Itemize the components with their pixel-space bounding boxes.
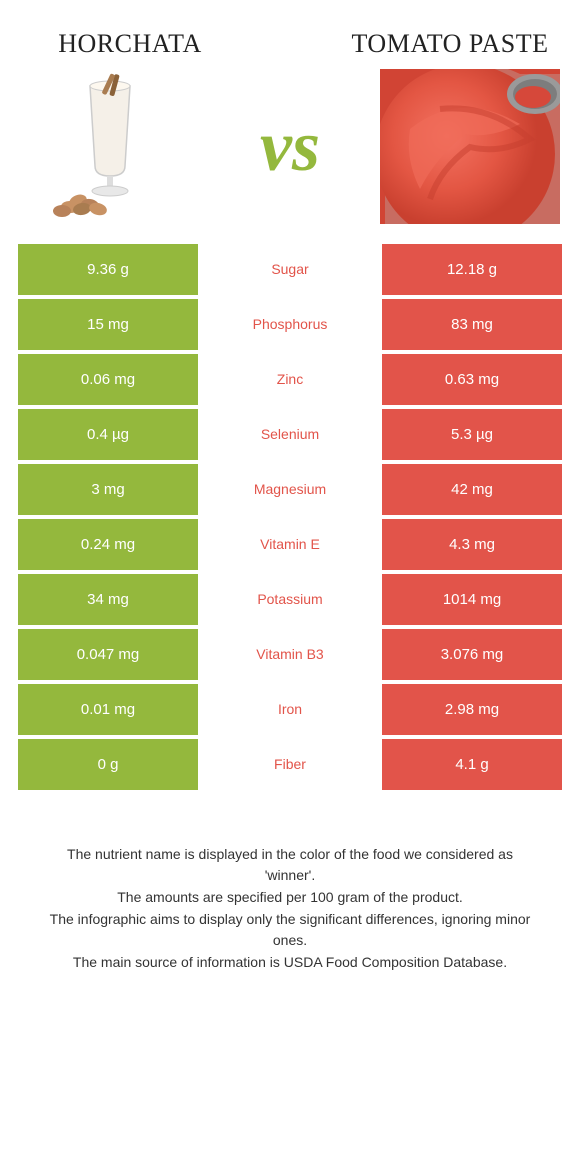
- comparison-table: 9.36 gSugar12.18 g15 mgPhosphorus83 mg0.…: [18, 244, 562, 790]
- horchata-icon: [30, 71, 190, 221]
- images-row: vs: [0, 69, 580, 244]
- nutrient-label: Fiber: [198, 739, 382, 790]
- table-row: 9.36 gSugar12.18 g: [18, 244, 562, 295]
- right-value: 3.076 mg: [382, 629, 562, 680]
- table-row: 0.047 mgVitamin B33.076 mg: [18, 629, 562, 680]
- footer-notes: The nutrient name is displayed in the co…: [0, 794, 580, 1034]
- table-row: 0.4 µgSelenium5.3 µg: [18, 409, 562, 460]
- footer-line: The infographic aims to display only the…: [40, 909, 540, 952]
- nutrient-label: Vitamin E: [198, 519, 382, 570]
- right-value: 1014 mg: [382, 574, 562, 625]
- right-value: 4.1 g: [382, 739, 562, 790]
- tomato-paste-icon: [380, 69, 560, 224]
- left-value: 15 mg: [18, 299, 198, 350]
- left-title-box: Horchata: [30, 30, 230, 59]
- right-value: 12.18 g: [382, 244, 562, 295]
- header: Horchata Tomato paste: [0, 0, 580, 69]
- table-row: 0.06 mgZinc0.63 mg: [18, 354, 562, 405]
- left-value: 0.4 µg: [18, 409, 198, 460]
- right-title: Tomato paste: [350, 30, 550, 59]
- footer-line: The nutrient name is displayed in the co…: [40, 844, 540, 887]
- left-value: 0.01 mg: [18, 684, 198, 735]
- right-value: 42 mg: [382, 464, 562, 515]
- table-row: 34 mgPotassium1014 mg: [18, 574, 562, 625]
- right-value: 2.98 mg: [382, 684, 562, 735]
- table-row: 15 mgPhosphorus83 mg: [18, 299, 562, 350]
- nutrient-label: Potassium: [198, 574, 382, 625]
- right-value: 83 mg: [382, 299, 562, 350]
- left-value: 0.047 mg: [18, 629, 198, 680]
- left-value: 0.24 mg: [18, 519, 198, 570]
- nutrient-label: Zinc: [198, 354, 382, 405]
- nutrient-label: Phosphorus: [198, 299, 382, 350]
- left-value: 9.36 g: [18, 244, 198, 295]
- nutrient-label: Iron: [198, 684, 382, 735]
- right-image: [380, 69, 560, 224]
- right-value: 4.3 mg: [382, 519, 562, 570]
- right-title-box: Tomato paste: [350, 30, 550, 59]
- vs-label: vs: [250, 105, 330, 188]
- nutrient-label: Selenium: [198, 409, 382, 460]
- left-image: [20, 69, 200, 224]
- nutrient-label: Sugar: [198, 244, 382, 295]
- nutrient-label: Vitamin B3: [198, 629, 382, 680]
- footer-line: The amounts are specified per 100 gram o…: [40, 887, 540, 909]
- left-value: 3 mg: [18, 464, 198, 515]
- table-row: 0 gFiber4.1 g: [18, 739, 562, 790]
- table-row: 3 mgMagnesium42 mg: [18, 464, 562, 515]
- table-row: 0.01 mgIron2.98 mg: [18, 684, 562, 735]
- left-value: 0.06 mg: [18, 354, 198, 405]
- left-title: Horchata: [30, 30, 230, 59]
- table-row: 0.24 mgVitamin E4.3 mg: [18, 519, 562, 570]
- right-value: 5.3 µg: [382, 409, 562, 460]
- left-value: 0 g: [18, 739, 198, 790]
- nutrient-label: Magnesium: [198, 464, 382, 515]
- footer-line: The main source of information is USDA F…: [40, 952, 540, 974]
- left-value: 34 mg: [18, 574, 198, 625]
- right-value: 0.63 mg: [382, 354, 562, 405]
